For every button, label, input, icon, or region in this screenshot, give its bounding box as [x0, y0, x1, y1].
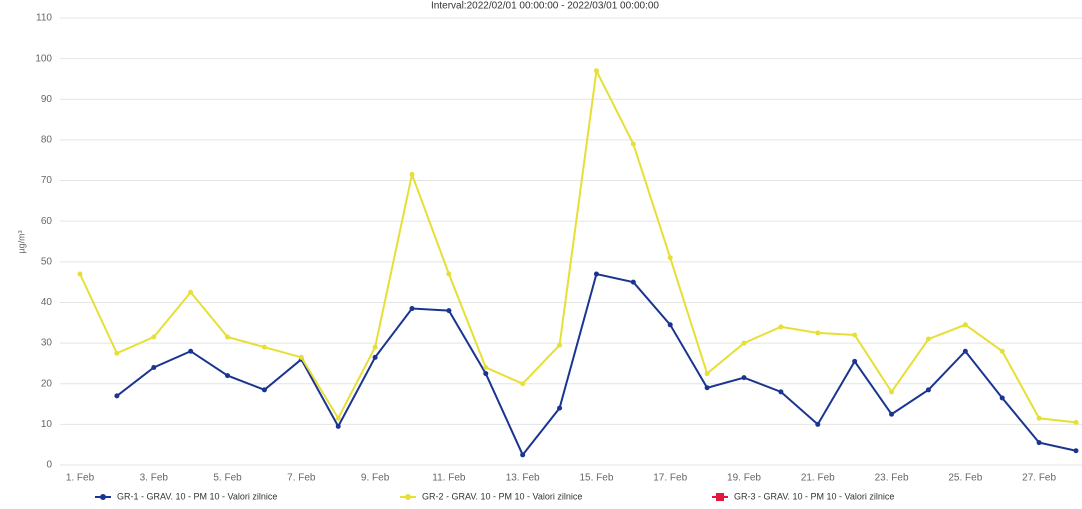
x-tick-label: 19. Feb: [727, 473, 761, 484]
data-point: [409, 306, 415, 312]
data-point: [593, 271, 599, 277]
series-line: [79, 67, 1077, 424]
legend-item[interactable]: GR-1 - GRAV. 10 - PM 10 - Valori zilnice: [95, 491, 277, 501]
data-point: [925, 336, 931, 342]
data-point: [962, 348, 968, 354]
data-point: [225, 334, 231, 340]
data-point: [741, 340, 747, 346]
y-tick-label: 70: [41, 175, 53, 186]
data-point: [630, 279, 636, 285]
x-tick-label: 1. Feb: [66, 473, 95, 484]
data-point: [483, 364, 489, 370]
data-point: [925, 387, 931, 393]
data-point: [741, 375, 747, 381]
x-tick-label: 23. Feb: [875, 473, 909, 484]
data-point: [889, 389, 895, 395]
data-point: [704, 385, 710, 391]
data-point: [815, 330, 821, 336]
data-point: [483, 371, 489, 377]
x-tick-label: 5. Feb: [213, 473, 242, 484]
data-point: [520, 381, 526, 387]
data-point: [778, 389, 784, 395]
data-point: [667, 322, 673, 328]
data-point: [889, 411, 895, 417]
data-point: [1036, 415, 1042, 421]
data-point: [1036, 440, 1042, 446]
series-line: [116, 272, 1077, 457]
x-tick-label: 3. Feb: [140, 473, 169, 484]
legend-symbol: [100, 494, 106, 500]
x-tick-label: 25. Feb: [948, 473, 982, 484]
legend-label: GR-2 - GRAV. 10 - PM 10 - Valori zilnice: [422, 491, 582, 501]
data-point: [298, 354, 304, 360]
y-tick-label: 110: [36, 13, 52, 24]
x-tick-label: 9. Feb: [361, 473, 390, 484]
data-point: [446, 271, 452, 277]
data-point: [446, 308, 452, 314]
data-point: [188, 289, 194, 295]
data-point: [1073, 448, 1079, 454]
data-point: [815, 421, 821, 427]
data-point: [335, 423, 341, 429]
data-point: [999, 395, 1005, 401]
data-point: [151, 364, 157, 370]
data-point: [114, 350, 120, 356]
data-point: [520, 452, 526, 458]
legend-label: GR-3 - GRAV. 10 - PM 10 - Valori zilnice: [734, 491, 894, 501]
y-tick-label: 10: [41, 419, 53, 430]
data-point: [114, 393, 120, 399]
y-tick-label: 40: [41, 297, 53, 308]
x-tick-label: 21. Feb: [801, 473, 835, 484]
legend-symbol: [716, 493, 724, 501]
data-point: [261, 387, 267, 393]
y-tick-label: 80: [41, 135, 53, 146]
data-point: [372, 354, 378, 360]
data-point: [852, 358, 858, 364]
y-tick-label: 60: [41, 216, 53, 227]
legend-symbol: [405, 494, 411, 500]
legend-label: GR-1 - GRAV. 10 - PM 10 - Valori zilnice: [117, 491, 277, 501]
y-tick-label: 0: [46, 460, 52, 471]
chart-title: Interval:2022/02/01 00:00:00 - 2022/03/0…: [431, 1, 659, 12]
data-point: [667, 255, 673, 261]
data-point: [593, 68, 599, 74]
title-box: [375, 0, 715, 13]
y-tick-label: 90: [41, 94, 53, 105]
data-point: [704, 371, 710, 377]
legend-item[interactable]: GR-2 - GRAV. 10 - PM 10 - Valori zilnice: [400, 491, 582, 501]
data-point: [372, 344, 378, 350]
y-tick-label: 50: [41, 256, 53, 267]
data-point: [225, 373, 231, 379]
data-point: [852, 332, 858, 338]
data-point: [261, 344, 267, 350]
data-point: [999, 348, 1005, 354]
data-point: [630, 141, 636, 147]
data-point: [409, 171, 415, 177]
x-tick-label: 7. Feb: [287, 473, 316, 484]
legend-item[interactable]: GR-3 - GRAV. 10 - PM 10 - Valori zilnice: [712, 491, 894, 501]
y-tick-label: 30: [41, 338, 53, 349]
data-point: [151, 334, 157, 340]
x-tick-label: 11. Feb: [432, 473, 466, 484]
data-point: [557, 342, 563, 348]
data-point: [335, 415, 341, 421]
data-point: [557, 405, 563, 411]
x-tick-label: 27. Feb: [1022, 473, 1056, 484]
data-point: [1073, 419, 1079, 425]
x-tick-label: 15. Feb: [579, 473, 613, 484]
data-point: [188, 348, 194, 354]
data-point: [778, 324, 784, 330]
y-tick-label: 20: [41, 378, 53, 389]
data-point: [77, 271, 83, 277]
x-tick-label: 13. Feb: [506, 473, 540, 484]
x-tick-label: 17. Feb: [653, 473, 687, 484]
y-axis-label: µg/m³: [16, 230, 26, 253]
data-point: [962, 322, 968, 328]
y-tick-label: 100: [35, 53, 52, 64]
